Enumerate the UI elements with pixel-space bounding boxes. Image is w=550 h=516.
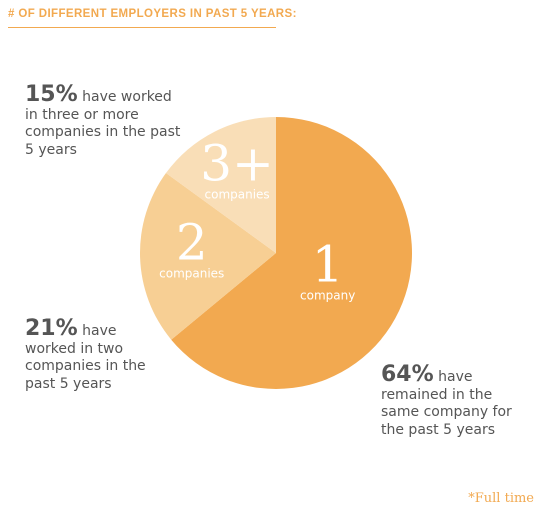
pie-slice-2 xyxy=(140,173,276,340)
callout-two-text: have worked in two companies in the past… xyxy=(25,323,146,392)
callout-one: 64% have remained in the same company fo… xyxy=(381,364,516,439)
pie-slice-3-number: 3+ xyxy=(200,135,274,193)
pie-slice-3 xyxy=(165,117,276,253)
pie-slice-1 xyxy=(171,117,412,390)
callout-one-pct: 64% xyxy=(381,362,434,387)
pie-slice-3-label: companies xyxy=(205,188,270,202)
callout-two: 21% have worked in two companies in the … xyxy=(25,318,155,393)
callout-three-plus: 15% have worked in three or more compani… xyxy=(25,84,185,159)
pie-slice-2-number: 2 xyxy=(176,214,208,272)
pie-slice-2-label: companies xyxy=(159,267,224,281)
pie-slice-1-label: company xyxy=(300,288,355,302)
chart-title: # OF DIFFERENT EMPLOYERS IN PAST 5 YEARS… xyxy=(8,8,297,20)
callout-two-pct: 21% xyxy=(25,316,78,341)
title-underline xyxy=(8,27,276,28)
callout-three-plus-text: have worked in three or more companies i… xyxy=(25,89,181,158)
callout-one-text: have remained in the same company for th… xyxy=(381,369,512,438)
callout-three-plus-pct: 15% xyxy=(25,82,78,107)
pie-slice-1-number: 1 xyxy=(312,235,344,293)
footnote: *Full time xyxy=(468,491,534,506)
